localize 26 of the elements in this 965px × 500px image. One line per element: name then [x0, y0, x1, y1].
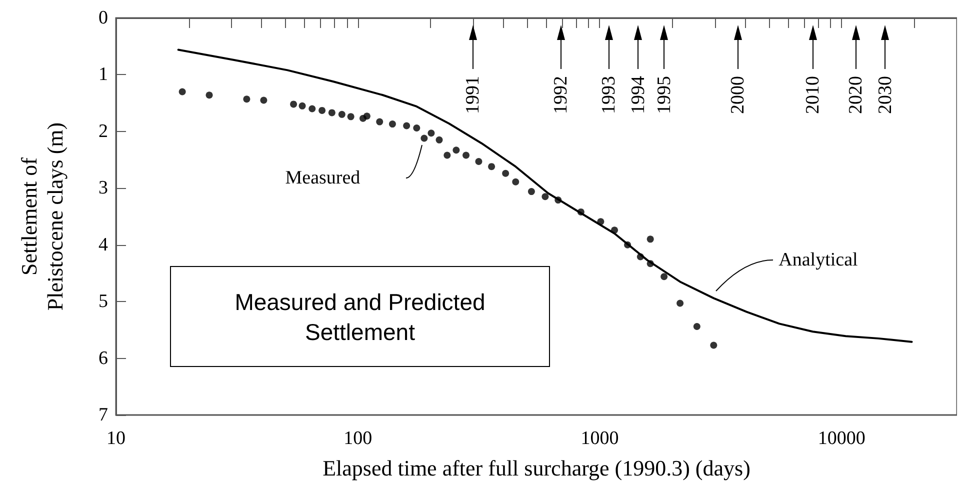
y-tick-label: 0 [98, 8, 108, 28]
annotation: 1994 [628, 76, 649, 114]
annotation: 1991 [462, 76, 484, 114]
annotation: 1993 [598, 76, 620, 114]
annotation: 1992 [550, 76, 572, 114]
text: Measured [285, 168, 361, 189]
x-tick-label: 100 [344, 428, 372, 449]
x-axis-title: Elapsed time after full surcharge (1990.3) (days) [322, 456, 750, 480]
y-tick-label: 7 [98, 404, 108, 426]
annotation: 2000 [727, 76, 748, 114]
annotation: 2030 [874, 76, 896, 114]
y-tick-label: 5 [98, 291, 108, 312]
text: Analytical [778, 250, 858, 271]
y-tick-label: 1 [98, 64, 108, 86]
annotation: 1995 [654, 76, 675, 114]
y-axis-title: Settlement of Pleistocene clays (m) [16, 122, 68, 311]
text-box: Measured and Predicted Settlement [170, 266, 550, 367]
x-tick-label: 10000 [818, 428, 866, 449]
annotation: 2020 [845, 76, 866, 114]
x-tick-label: 1000 [580, 428, 619, 449]
y-tick-label: 3 [98, 178, 108, 199]
x-tick-label: 10 [106, 428, 126, 449]
y-tick-label: 2 [98, 120, 108, 142]
y-tick-label: 4 [98, 234, 108, 256]
y-tick-label: 6 [98, 348, 108, 369]
annotation: 2010 [802, 76, 824, 114]
